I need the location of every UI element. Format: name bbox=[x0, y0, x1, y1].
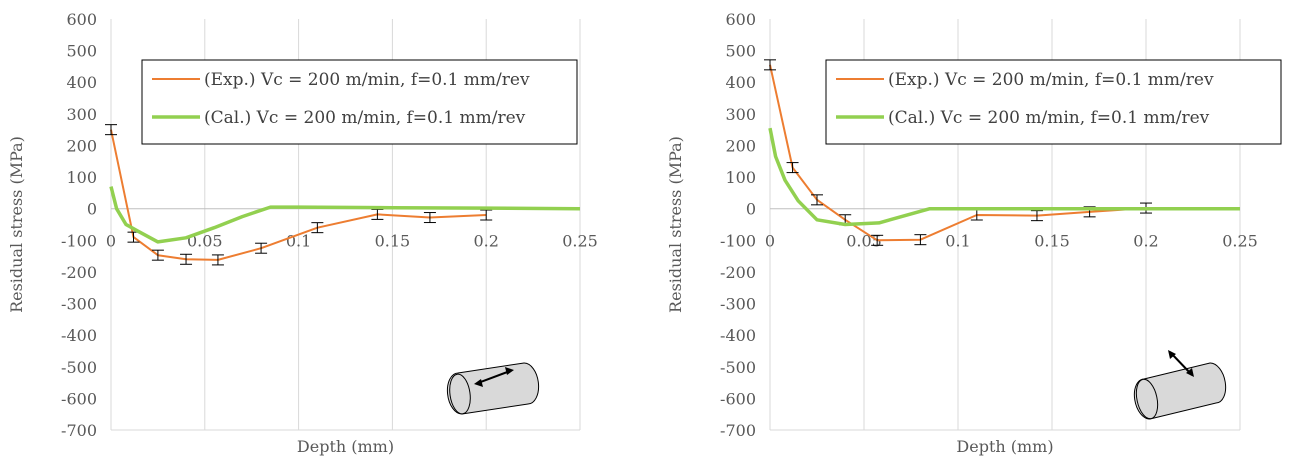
x-tick-label: 0 bbox=[765, 232, 775, 251]
y-tick-label: -100 bbox=[720, 231, 756, 250]
y-tick-label: -500 bbox=[61, 358, 97, 377]
legend: (Exp.) Vc = 200 m/min, f=0.1 mm/rev (Cal.… bbox=[141, 59, 578, 145]
y-tick-label: 600 bbox=[66, 10, 97, 29]
y-tick-label: 0 bbox=[87, 200, 97, 219]
error-bar bbox=[423, 212, 436, 224]
error-bar bbox=[871, 234, 884, 246]
y-tick-label: 300 bbox=[66, 105, 97, 124]
x-axis-title: Depth (mm) bbox=[956, 437, 1053, 456]
chart-1: 600 500 400 300 200 100 0 -100 -200 -300 -400 -500 -… bbox=[7, 10, 598, 456]
chart-2: 600 500 400 300 200 100 0 -100 -200 -300 -400 -500 -… bbox=[666, 10, 1282, 456]
legend-box bbox=[141, 59, 578, 145]
y-tick-label: 0 bbox=[746, 200, 756, 219]
y-tick-label: -600 bbox=[61, 389, 97, 408]
error-bar bbox=[371, 208, 384, 220]
y-tick-label: 200 bbox=[725, 136, 756, 155]
y-tick-label: -400 bbox=[720, 326, 756, 345]
error-bar bbox=[255, 242, 268, 254]
y-tick-label: -100 bbox=[61, 231, 97, 250]
error-bar bbox=[311, 222, 324, 234]
y-tick-label: 400 bbox=[725, 73, 756, 92]
error-bar bbox=[1030, 210, 1043, 222]
y-tick-label: 500 bbox=[66, 42, 97, 61]
series-line-exp bbox=[110, 129, 487, 261]
y-tick-label: 200 bbox=[66, 136, 97, 155]
legend: (Exp.) Vc = 200 m/min, f=0.1 mm/rev (Cal.… bbox=[825, 59, 1282, 145]
error-bar bbox=[786, 162, 799, 174]
y-tick-label: -300 bbox=[61, 295, 97, 314]
y-tick-label: -300 bbox=[720, 295, 756, 314]
series-line-cal bbox=[109, 186, 581, 244]
x-tick-label: 0.25 bbox=[562, 232, 598, 251]
x-tick-label: 0.1 bbox=[945, 232, 970, 251]
legend-label: (Exp.) Vc = 200 m/min, f=0.1 mm/rev bbox=[204, 70, 530, 90]
x-tick-label: 0.25 bbox=[1222, 232, 1258, 251]
legend-label: (Cal.) Vc = 200 m/min, f=0.1 mm/rev bbox=[888, 108, 1210, 128]
cylinder-hoop-arrow-icon bbox=[1133, 350, 1227, 420]
y-tick-label: 300 bbox=[725, 105, 756, 124]
y-tick-label: -200 bbox=[61, 263, 97, 282]
y-tick-label: 600 bbox=[725, 10, 756, 29]
cylinder-axial-arrow-icon bbox=[446, 362, 540, 415]
error-bar bbox=[211, 254, 224, 266]
y-tick-label: 100 bbox=[725, 168, 756, 187]
error-bar bbox=[151, 249, 164, 261]
y-axis-title: Residual stress (MPa) bbox=[7, 136, 26, 313]
y-tick-label: 400 bbox=[66, 73, 97, 92]
y-tick-label: -200 bbox=[720, 263, 756, 282]
x-tick-label: 0.15 bbox=[375, 232, 411, 251]
legend-box bbox=[825, 59, 1282, 145]
series-line-cal bbox=[768, 127, 1240, 227]
error-bar bbox=[764, 59, 776, 71]
x-tick-label: 0.2 bbox=[473, 232, 498, 251]
error-bar bbox=[105, 124, 117, 136]
x-tick-label: 0.05 bbox=[187, 232, 223, 251]
x-axis-title: Depth (mm) bbox=[297, 437, 394, 456]
error-bar bbox=[180, 253, 193, 265]
x-tick-label: 0.05 bbox=[846, 232, 882, 251]
y-tick-label: -400 bbox=[61, 326, 97, 345]
legend-label: (Exp.) Vc = 200 m/min, f=0.1 mm/rev bbox=[888, 70, 1214, 90]
series-line-exp bbox=[769, 64, 1147, 242]
y-tick-label: -600 bbox=[720, 389, 756, 408]
y-tick-label: -500 bbox=[720, 358, 756, 377]
y-axis-title: Residual stress (MPa) bbox=[666, 136, 685, 313]
y-tick-label: 500 bbox=[725, 42, 756, 61]
x-tick-label: 0 bbox=[106, 232, 116, 251]
y-tick-label: -700 bbox=[61, 421, 97, 440]
y-tick-label: -700 bbox=[720, 421, 756, 440]
x-tick-label: 0.2 bbox=[1133, 232, 1158, 251]
y-tick-label: 100 bbox=[66, 168, 97, 187]
error-bar bbox=[914, 234, 927, 246]
error-bar bbox=[811, 194, 823, 206]
error-bar bbox=[480, 209, 493, 221]
x-tick-label: 0.15 bbox=[1034, 232, 1070, 251]
legend-label: (Cal.) Vc = 200 m/min, f=0.1 mm/rev bbox=[204, 108, 526, 128]
